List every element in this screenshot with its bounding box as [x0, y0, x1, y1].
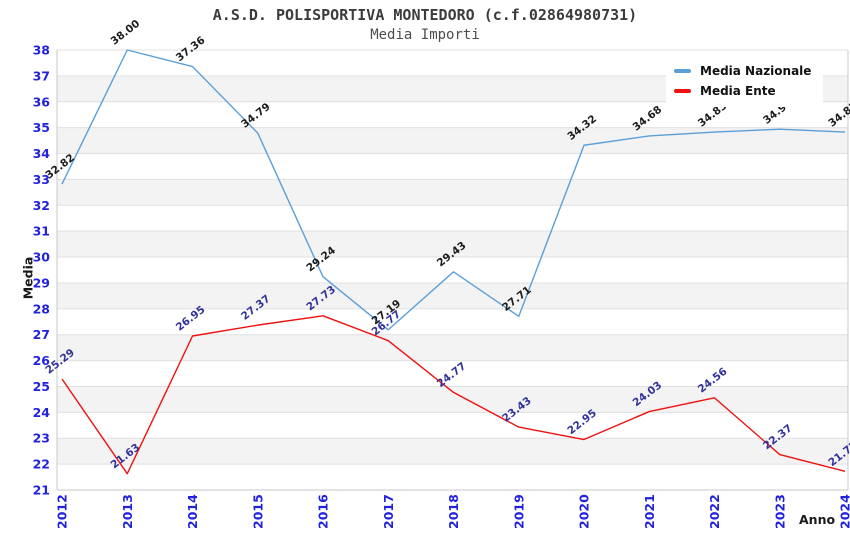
svg-text:2022: 2022 — [707, 494, 722, 529]
svg-text:2019: 2019 — [511, 494, 526, 529]
svg-text:34: 34 — [33, 146, 51, 161]
svg-text:2012: 2012 — [55, 494, 70, 529]
svg-text:37: 37 — [33, 68, 50, 83]
svg-text:24.77: 24.77 — [435, 360, 469, 390]
svg-text:38: 38 — [33, 43, 50, 58]
chart-subtitle: Media Importi — [370, 27, 480, 43]
x-tick-labels: 2012 2013 2014 2015 2016 2017 2018 2019 2020 2021… — [55, 494, 850, 529]
svg-text:2021: 2021 — [642, 494, 657, 529]
svg-text:2014: 2014 — [185, 494, 200, 529]
svg-text:2023: 2023 — [772, 494, 787, 529]
svg-text:34.79: 34.79 — [239, 101, 273, 131]
legend-label: Media Nazionale — [700, 63, 812, 78]
legend: Media Nazionale Media Ente — [666, 56, 824, 107]
y-tick-labels: 21 22 23 24 25 26 27 28 29 30 31 32 33 34 35 36 37 38 — [33, 43, 51, 498]
svg-text:2016: 2016 — [316, 494, 331, 529]
legend-item-0: Media Nazionale — [674, 62, 811, 79]
svg-text:2017: 2017 — [381, 494, 396, 529]
svg-text:22: 22 — [33, 457, 50, 472]
svg-text:28: 28 — [33, 301, 50, 316]
svg-text:25: 25 — [33, 379, 50, 394]
svg-text:36: 36 — [33, 94, 51, 109]
legend-label: Media Ente — [700, 83, 776, 98]
svg-text:2024: 2024 — [838, 494, 850, 529]
svg-text:27: 27 — [33, 327, 50, 342]
svg-text:23: 23 — [33, 431, 50, 446]
svg-text:32: 32 — [33, 198, 50, 213]
svg-text:37.36: 37.36 — [174, 34, 208, 64]
plot-bands — [57, 75, 848, 465]
svg-text:33: 33 — [33, 172, 50, 187]
svg-text:2013: 2013 — [120, 494, 135, 529]
svg-text:2020: 2020 — [577, 494, 592, 529]
svg-text:26: 26 — [33, 353, 51, 368]
gridlines — [57, 49, 848, 491]
svg-text:38.00: 38.00 — [109, 18, 143, 48]
svg-text:2015: 2015 — [250, 494, 265, 529]
svg-text:35: 35 — [33, 120, 50, 135]
svg-text:2018: 2018 — [446, 494, 461, 529]
svg-text:21: 21 — [33, 483, 50, 498]
legend-item-1: Media Ente — [674, 82, 811, 99]
svg-text:31: 31 — [33, 224, 50, 239]
svg-text:34.83: 34.83 — [826, 100, 850, 130]
svg-text:24: 24 — [33, 405, 51, 420]
svg-text:29: 29 — [33, 275, 50, 290]
x-axis-title: Anno — [799, 512, 836, 527]
series-line-0 — [61, 49, 846, 331]
chart-title: A.S.D. POLISPORTIVA MONTEDORO (c.f.02864… — [212, 6, 638, 24]
legend-swatch-icon — [674, 88, 691, 93]
series-line-1 — [61, 315, 846, 475]
legend-swatch-icon — [674, 68, 691, 73]
svg-text:30: 30 — [33, 250, 51, 265]
y-axis-title: Media — [20, 256, 36, 300]
axis-lines — [56, 50, 849, 491]
